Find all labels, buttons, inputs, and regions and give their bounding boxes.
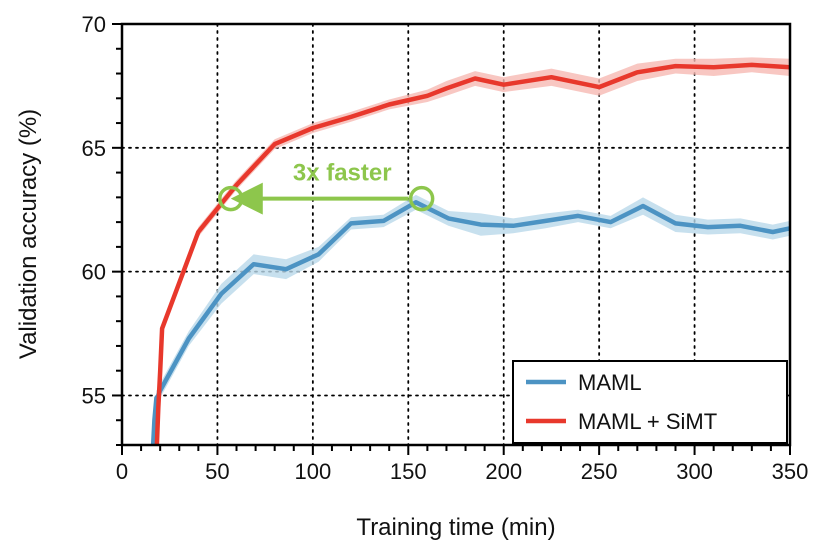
x-tick-label: 300 xyxy=(676,459,713,484)
x-tick-label: 200 xyxy=(485,459,522,484)
x-axis-title: Training time (min) xyxy=(356,514,555,541)
legend: MAML MAML + SiMT xyxy=(512,360,788,444)
y-tick-label: 60 xyxy=(82,260,106,285)
legend-label-maml-simt: MAML + SiMT xyxy=(578,409,717,434)
legend-box xyxy=(512,360,788,444)
annotation-circle xyxy=(408,185,435,212)
x-tick-label: 50 xyxy=(205,459,229,484)
y-tick-label: 55 xyxy=(82,383,106,408)
x-tick-label: 0 xyxy=(116,459,128,484)
x-tick-label: 150 xyxy=(390,459,427,484)
legend-label-maml: MAML xyxy=(578,370,642,395)
x-tick-label: 100 xyxy=(294,459,331,484)
plot-frame xyxy=(120,22,792,447)
x-tick-label: 350 xyxy=(772,459,809,484)
annotation-circle xyxy=(218,185,244,212)
y-tick-label: 65 xyxy=(82,136,106,161)
y-axis-title: Validation accuracy (%) xyxy=(15,109,42,359)
annotation-text: 3x faster xyxy=(293,160,392,187)
grid xyxy=(121,23,791,446)
x-tick-label: 250 xyxy=(581,459,618,484)
y-tick-label: 70 xyxy=(82,12,106,37)
series-line-maml-simt xyxy=(154,62,790,445)
